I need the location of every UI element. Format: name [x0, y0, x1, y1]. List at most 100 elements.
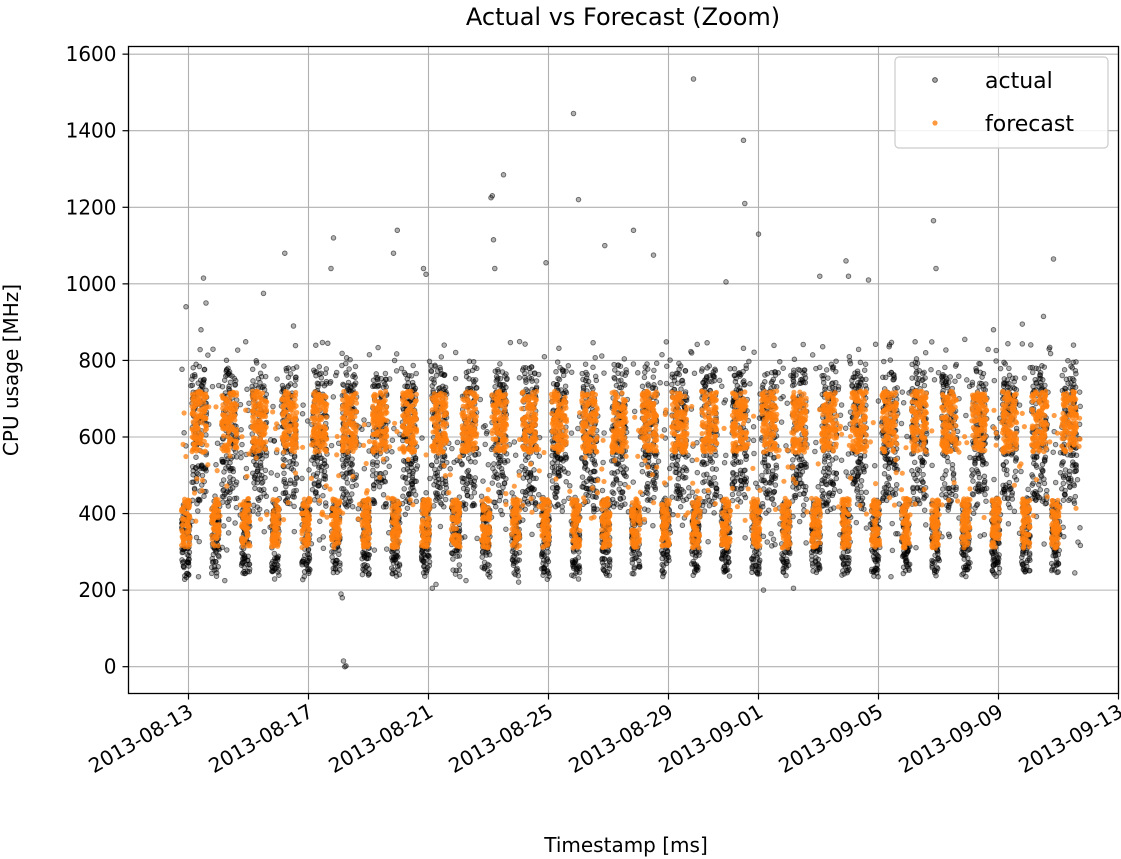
actual-point — [663, 380, 670, 387]
actual-point — [242, 339, 249, 345]
actual-point — [425, 552, 432, 559]
actual-point — [669, 374, 675, 380]
actual-point — [249, 366, 256, 373]
actual-point — [751, 450, 757, 457]
actual-point — [389, 449, 395, 455]
actual-point — [191, 485, 198, 492]
actual-point — [862, 361, 869, 367]
actual-point — [858, 478, 865, 484]
actual-point — [882, 463, 889, 469]
actual-point — [426, 358, 433, 365]
actual-point — [403, 498, 409, 504]
actual-point — [617, 363, 624, 369]
actual-point — [250, 508, 256, 514]
actual-point — [245, 553, 251, 560]
actual-point — [584, 381, 590, 388]
actual-point — [861, 367, 868, 373]
actual-point — [251, 474, 258, 481]
actual-point — [454, 547, 460, 554]
actual-point — [316, 482, 323, 489]
actual-point — [840, 549, 847, 556]
actual-point — [591, 468, 597, 474]
actual-point — [893, 531, 899, 537]
actual-point — [250, 502, 257, 509]
actual-point — [778, 419, 785, 425]
actual-point — [375, 380, 381, 386]
actual-point — [737, 385, 743, 391]
actual-point — [496, 497, 503, 504]
actual-point — [696, 552, 702, 558]
actual-point — [621, 356, 628, 362]
actual-point — [872, 557, 879, 563]
actual-point — [675, 476, 682, 482]
actual-point — [339, 456, 346, 463]
actual-point — [246, 400, 252, 406]
actual-point — [705, 538, 711, 545]
actual-point — [872, 341, 879, 348]
actual-point — [784, 400, 790, 406]
actual-point — [853, 519, 860, 526]
actual-point — [281, 476, 288, 483]
actual-point — [520, 475, 527, 481]
actual-point — [802, 464, 808, 470]
actual-point — [833, 358, 839, 364]
actual-point — [623, 473, 629, 480]
actual-point — [639, 468, 646, 475]
actual-point — [333, 557, 340, 564]
actual-point — [616, 486, 622, 492]
actual-point — [854, 473, 861, 480]
actual-point — [184, 551, 191, 558]
actual-point — [189, 479, 195, 486]
actual-point — [371, 497, 377, 504]
actual-point — [568, 430, 575, 436]
actual-point — [713, 485, 720, 492]
actual-point — [369, 461, 376, 468]
actual-point — [528, 473, 534, 479]
actual-point — [555, 470, 562, 476]
actual-point — [809, 553, 815, 559]
actual-point — [874, 552, 881, 559]
actual-point — [886, 371, 893, 377]
actual-point — [490, 465, 496, 472]
actual-point — [730, 460, 736, 466]
actual-point — [209, 555, 215, 562]
actual-point — [182, 573, 188, 579]
actual-point — [770, 455, 777, 461]
actual-point — [253, 358, 259, 364]
actual-point — [738, 486, 744, 492]
actual-point — [301, 552, 308, 559]
actual-point — [769, 495, 776, 502]
actual-point — [601, 567, 607, 573]
actual-point — [290, 458, 296, 464]
actual-point — [788, 372, 794, 379]
actual-point — [813, 439, 819, 446]
actual-point — [721, 563, 728, 570]
actual-point — [554, 454, 561, 461]
actual-point — [829, 479, 836, 485]
actual-point — [893, 481, 900, 488]
actual-point — [427, 475, 433, 482]
actual-point — [729, 476, 736, 482]
actual-point — [201, 366, 208, 373]
actual-point — [239, 441, 245, 448]
actual-point — [195, 508, 201, 514]
actual-point — [227, 486, 234, 493]
actual-point — [855, 380, 861, 386]
actual-point — [371, 482, 377, 488]
actual-point — [711, 474, 718, 481]
actual-point — [495, 482, 502, 488]
actual-point — [189, 376, 195, 382]
actual-point — [817, 364, 823, 371]
actual-point — [756, 415, 763, 421]
actual-point — [304, 557, 311, 564]
actual-point — [257, 379, 263, 386]
actual-point — [386, 463, 392, 470]
actual-point — [347, 356, 353, 363]
actual-point — [433, 497, 439, 504]
actual-point — [347, 460, 354, 467]
actual-point — [623, 367, 629, 373]
actual-point — [412, 455, 419, 462]
actual-point — [320, 492, 326, 499]
data-points — [178, 76, 1084, 670]
actual-point — [795, 366, 802, 373]
